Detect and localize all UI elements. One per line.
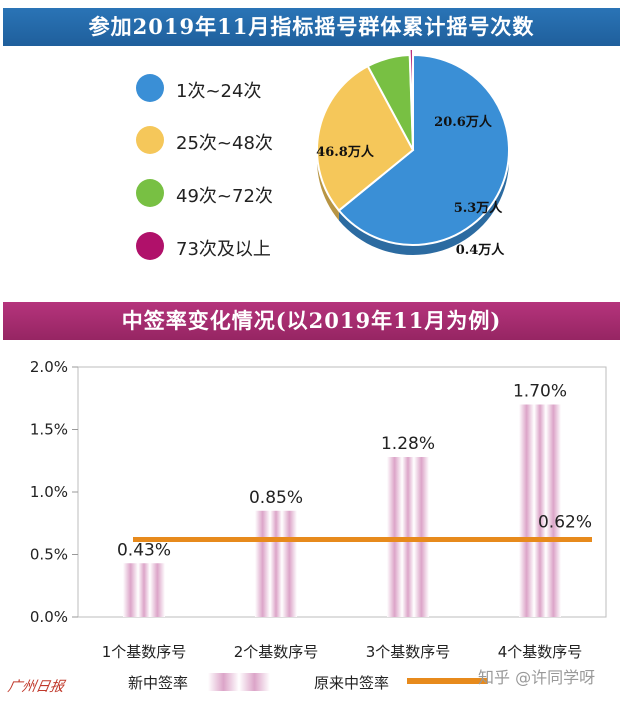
bar-1 [123,563,165,617]
x-tick-label: 1个基数序号 [102,643,187,661]
bar-data-label: 0.43% [117,540,171,560]
legend-label: 25次~48次 [176,133,273,154]
y-tick-label: 1.0% [30,483,68,501]
pie-data-label: 0.4万人 [456,242,506,258]
pie-data-label: 46.8万人 [316,144,375,160]
bar-4 [519,404,561,617]
bar-data-label: 1.28% [381,434,435,454]
legend-label: 49次~72次 [176,186,273,207]
legend-label: 1次~24次 [176,81,262,102]
legend-swatch-yellow [136,126,164,154]
legend-label-old-rate: 原来中签率 [314,674,390,692]
legend-swatch-magenta [136,232,164,260]
bar-chart-title: 中签率变化情况(以2019年11月为例) [3,302,620,340]
legend-old-rate: 原来中签率 [314,672,389,693]
legend-swatch-blue [136,74,164,102]
bar-data-label: 0.85% [249,488,303,508]
x-tick-label: 3个基数序号 [366,643,451,661]
pie-data-label: 20.6万人 [434,114,493,130]
bar-chart: 0.0% 0.5% 1.0% 1.5% 2.0% 0.43% 1个基数序号 0.85% 2个基数… [30,358,607,661]
x-tick-label: 4个基数序号 [498,643,583,661]
y-tick-label: 0.0% [30,608,68,626]
pie-chart-title: 参加2019年11月指标摇号群体累计摇号次数 [3,8,620,46]
bar-2 [255,510,297,617]
legend-swatch-bar [208,673,270,691]
pie-slice-1 [337,53,510,246]
reference-line-label: 0.62% [538,513,592,533]
legend-label-new-rate: 新中签率 [128,674,189,692]
y-tick-label: 2.0% [30,358,68,376]
pie-slice-4 [408,50,414,143]
pie-slice-side [338,55,509,255]
x-tick-label: 2个基数序号 [234,643,319,661]
bar-data-label: 1.70% [513,382,567,402]
watermark: 知乎 @许同学呀 [478,668,596,687]
pie-chart: 46.8万人 20.6万人 5.3万人 0.4万人 [316,50,510,258]
newspaper-logo: 广州日报 [6,679,66,695]
pie-data-label: 5.3万人 [454,200,504,216]
y-tick-label: 0.5% [30,546,68,564]
legend-swatch-line [407,678,487,684]
y-tick-label: 1.5% [30,421,68,439]
pie-slice-2 [316,64,415,212]
legend-swatch-green [136,179,164,207]
legend-label: 73次及以上 [176,239,271,260]
legend-new-rate: 新中签率 [128,672,188,693]
